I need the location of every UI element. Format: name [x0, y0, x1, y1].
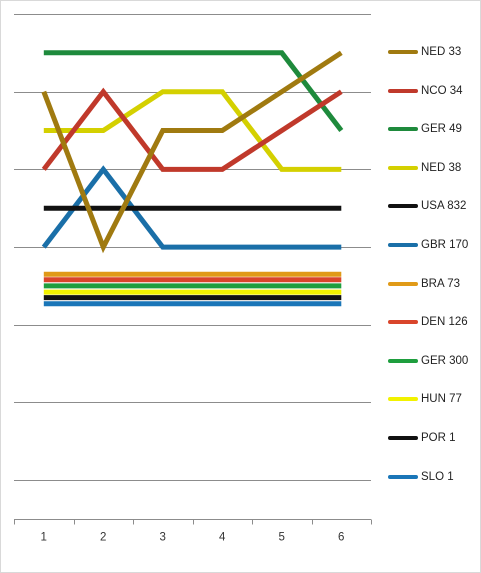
x-tick-label: 1	[41, 532, 47, 544]
legend-swatch	[388, 88, 418, 93]
legend-label: NED 38	[421, 161, 462, 174]
legend-item: DEN 126	[388, 312, 468, 332]
legend-item: GBR 170	[388, 235, 468, 255]
series-line-nco-34	[41, 87, 343, 172]
x-tick-label: 2	[100, 532, 106, 544]
legend-swatch	[388, 397, 418, 402]
legend-item: BRA 73	[388, 274, 460, 294]
series-line-ger-49	[43, 50, 344, 133]
legend-label: POR 1	[421, 432, 456, 444]
legend-item: GER 300	[388, 351, 468, 371]
legend-swatch	[388, 165, 418, 170]
legend-item: NED 33	[388, 42, 461, 62]
legend-item: NED 38	[388, 158, 461, 178]
legend-swatch	[388, 436, 418, 440]
legend-item: GER 49	[388, 119, 462, 139]
series-line-ned-38	[43, 89, 342, 172]
legend-swatch	[388, 474, 418, 479]
legend-swatch	[388, 320, 418, 325]
series-line-ned-33	[41, 50, 343, 254]
legend-swatch	[388, 50, 418, 54]
legend-label: BRA 73	[421, 277, 460, 290]
legend-label: GBR 170	[421, 239, 469, 251]
legend-label: USA 832	[421, 200, 467, 213]
legend-label: GER 300	[421, 354, 469, 367]
x-tick-label: 4	[219, 532, 226, 544]
legend-swatch	[388, 204, 418, 209]
x-tick-label: 5	[279, 532, 285, 544]
legend-label: NED 33	[421, 46, 462, 58]
legend-swatch	[388, 127, 418, 132]
legend-swatch	[388, 281, 418, 286]
legend-item: NCO 34	[388, 81, 463, 101]
legend-label: DEN 126	[421, 316, 468, 329]
legend-item: HUN 77	[388, 389, 462, 409]
legend-label: NCO 34	[421, 84, 463, 97]
legend-swatch	[388, 358, 418, 363]
legend-label: SLO 1	[421, 470, 454, 483]
legend-item: SLO 1	[388, 467, 454, 487]
legend-item: USA 832	[388, 196, 466, 216]
legend-label: HUN 77	[421, 393, 462, 406]
series-lines	[41, 50, 344, 307]
legend-swatch	[388, 243, 418, 247]
x-tick-label: 3	[160, 532, 166, 544]
x-tick-label: 6	[338, 532, 344, 544]
legend-item: POR 1	[388, 428, 456, 448]
legend-label: GER 49	[421, 123, 462, 136]
series-line-gbr-170	[41, 165, 342, 250]
x-axis: 1 2 3 4 5 6	[14, 519, 372, 544]
